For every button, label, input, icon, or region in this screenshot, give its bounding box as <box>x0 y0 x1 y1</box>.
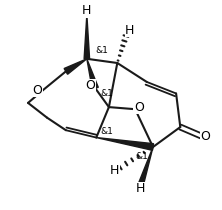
Text: &1: &1 <box>136 152 149 161</box>
Polygon shape <box>84 15 90 59</box>
Text: H: H <box>82 4 91 17</box>
Text: &1: &1 <box>100 127 113 136</box>
Polygon shape <box>96 138 154 150</box>
Polygon shape <box>64 59 87 74</box>
Text: &1: &1 <box>100 89 113 98</box>
Text: &1: &1 <box>95 46 108 55</box>
Text: H: H <box>110 164 119 177</box>
Text: H: H <box>136 182 145 196</box>
Text: O: O <box>32 84 42 97</box>
Text: O: O <box>86 79 95 92</box>
Polygon shape <box>138 147 153 187</box>
Text: H: H <box>125 24 135 37</box>
Text: O: O <box>134 101 144 114</box>
Text: O: O <box>200 130 210 143</box>
Polygon shape <box>87 59 98 89</box>
